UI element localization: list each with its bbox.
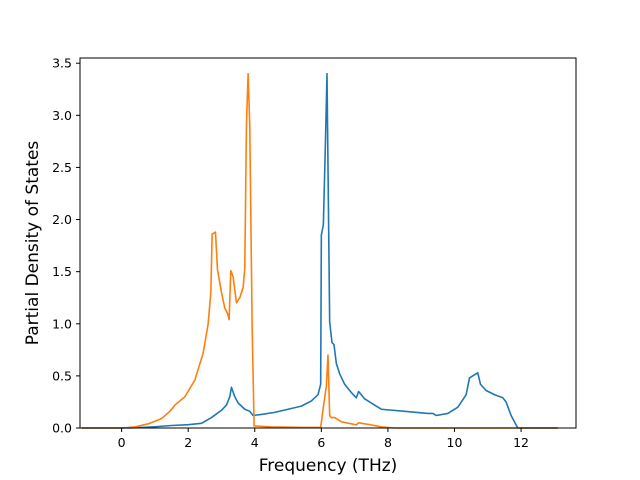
x-tick-label: 2: [184, 435, 192, 450]
y-axis-ticks: 0.0 0.5 1.0 1.5 2.0 2.5 3.0 3.5: [52, 56, 80, 436]
y-tick-label: 2.0: [52, 212, 72, 227]
x-axis-title: Frequency (THz): [259, 456, 398, 476]
y-tick-label: 2.5: [52, 160, 72, 175]
series-layer: [81, 72, 558, 429]
series-line-1: [81, 72, 558, 429]
x-axis-ticks: 0 2 4 6 8 10 12: [118, 428, 529, 450]
y-tick-label: 0.5: [52, 368, 72, 383]
y-axis-title: Partial Density of States: [23, 141, 43, 346]
plot-frame: [79, 57, 577, 429]
x-tick-label: 6: [317, 435, 325, 450]
x-tick-label: 12: [513, 435, 529, 450]
y-tick-label: 1.5: [52, 264, 72, 279]
y-tick-label: 3.0: [52, 108, 72, 123]
y-tick-label: 1.0: [52, 316, 72, 331]
x-tick-label: 0: [118, 435, 126, 450]
y-tick-label: 0.0: [52, 421, 72, 436]
x-tick-label: 10: [447, 435, 463, 450]
y-tick-label: 3.5: [52, 56, 72, 71]
x-tick-label: 8: [384, 435, 392, 450]
series-line-2: [81, 72, 558, 429]
x-tick-label: 4: [251, 435, 259, 450]
